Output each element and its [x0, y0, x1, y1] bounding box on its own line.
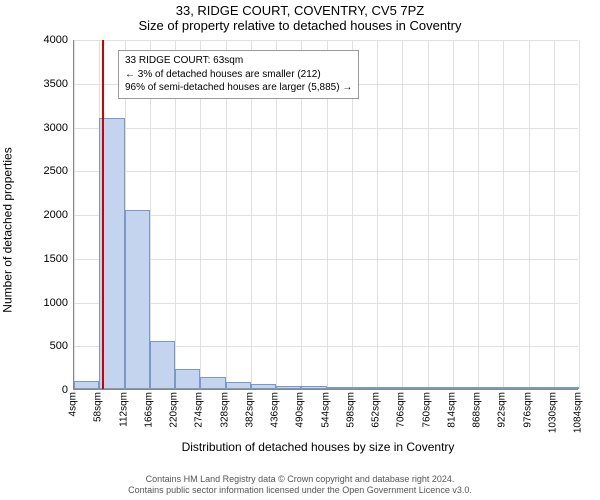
histogram-bar [352, 387, 377, 389]
y-axis-label: Number of detached properties [0, 40, 16, 420]
plot-area: 33 RIDGE COURT: 63sqm← 3% of detached ho… [73, 40, 578, 390]
histogram-bar [453, 387, 478, 389]
y-tick: 2000 [18, 209, 68, 221]
x-tick: 544sqm [320, 392, 331, 428]
x-tick: 490sqm [295, 392, 306, 428]
x-tick: 1030sqm [547, 392, 558, 433]
y-tick: 500 [18, 340, 68, 352]
histogram-bar [503, 387, 528, 389]
y-tick: 1000 [18, 297, 68, 309]
y-tick: 2500 [18, 165, 68, 177]
histogram-bar [478, 387, 503, 389]
histogram-bar [251, 384, 276, 389]
x-tick: 976sqm [522, 392, 533, 428]
x-tick: 382sqm [244, 392, 255, 428]
x-tick: 58sqm [93, 392, 104, 422]
y-tick: 4000 [18, 34, 68, 46]
x-tick: 868sqm [472, 392, 483, 428]
title-top: 33, RIDGE COURT, COVENTRY, CV5 7PZ [0, 0, 600, 18]
histogram-bar [175, 369, 200, 389]
histogram-bar [428, 387, 453, 389]
y-tick: 1500 [18, 253, 68, 265]
x-axis-label: Distribution of detached houses by size … [58, 440, 578, 454]
histogram-bar [377, 387, 402, 389]
x-tick: 274sqm [194, 392, 205, 428]
x-tick: 598sqm [345, 392, 356, 428]
histogram-bar [125, 210, 150, 389]
y-tick: 3500 [18, 78, 68, 90]
y-tick: 3000 [18, 122, 68, 134]
histogram-bar [226, 382, 251, 389]
x-tick: 922sqm [497, 392, 508, 428]
histogram-bar [74, 381, 99, 389]
y-tick: 0 [18, 384, 68, 396]
annotation-box: 33 RIDGE COURT: 63sqm← 3% of detached ho… [118, 50, 359, 99]
histogram-bar [402, 387, 427, 389]
x-tick: 112sqm [118, 392, 129, 427]
histogram-bar [529, 387, 554, 389]
histogram-bar [301, 386, 326, 389]
x-tick: 652sqm [371, 392, 382, 428]
x-tick: 814sqm [446, 392, 457, 428]
x-tick: 4sqm [68, 392, 79, 416]
histogram-bar [150, 341, 175, 389]
x-tick: 166sqm [143, 392, 154, 428]
x-tick: 328sqm [219, 392, 230, 428]
x-tick: 1084sqm [573, 392, 584, 433]
histogram-bar [327, 387, 352, 389]
chart-area: 33 RIDGE COURT: 63sqm← 3% of detached ho… [58, 40, 578, 420]
x-tick: 760sqm [421, 392, 432, 428]
x-tick: 220sqm [169, 392, 180, 428]
title-sub: Size of property relative to detached ho… [0, 18, 600, 33]
histogram-bar [554, 387, 579, 389]
x-tick: 706sqm [396, 392, 407, 428]
histogram-bar [200, 377, 225, 389]
subject-marker-line [102, 40, 104, 389]
histogram-bar [276, 386, 301, 390]
copyright-text: Contains HM Land Registry data © Crown c… [0, 474, 600, 497]
x-tick: 436sqm [270, 392, 281, 428]
